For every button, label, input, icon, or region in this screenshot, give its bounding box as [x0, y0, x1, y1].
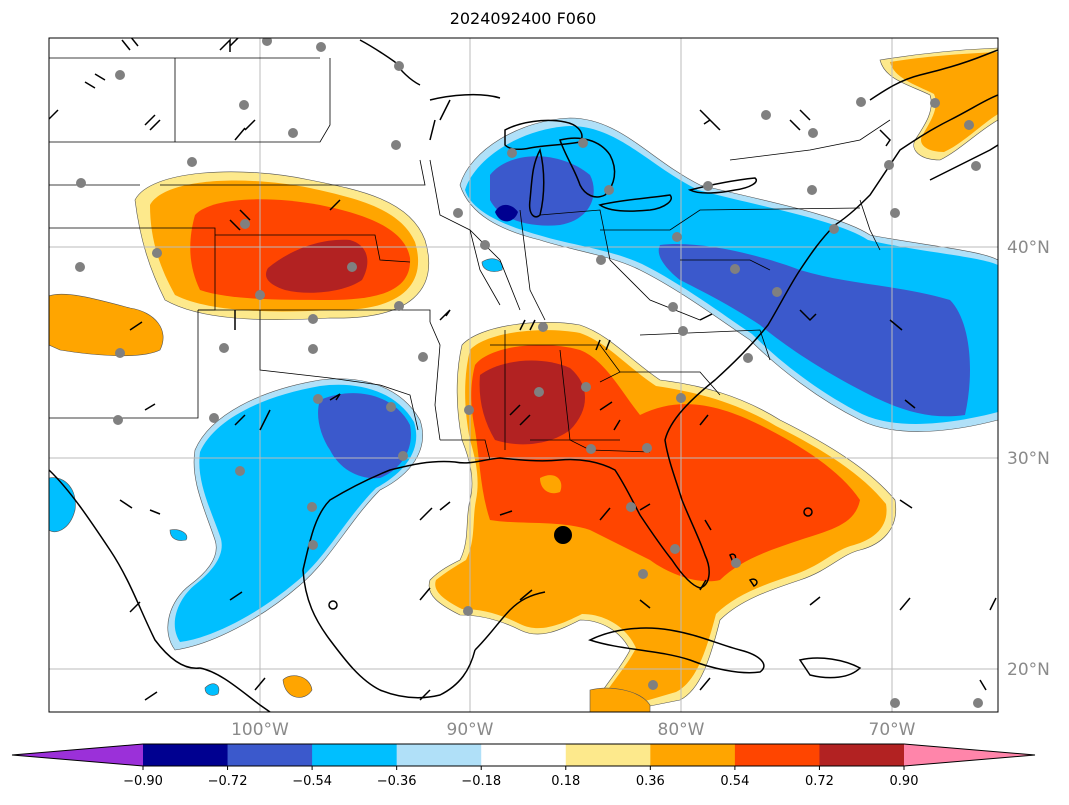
colorbar-segment	[396, 744, 482, 766]
colorbar-segment	[312, 744, 398, 766]
colorbar: −0.90 −0.72 −0.54 −0.36 −0.18 0.18 0.36 0.54 0.7…	[11, 743, 1036, 789]
colorbar-segment	[734, 744, 820, 766]
colorbar-segment	[143, 744, 229, 766]
colorbar-tick-label: −0.90	[123, 774, 163, 789]
colorbar-extend-low	[12, 744, 143, 766]
colorbar-tick-label: 0.90	[890, 774, 919, 789]
colorbar-tick-label: 0.54	[720, 774, 749, 789]
lat-label-40n: 40°N	[1007, 238, 1050, 258]
map-title: 2024092400 F060	[449, 9, 597, 28]
colorbar-tick-label: −0.54	[292, 774, 332, 789]
map-gridlines	[49, 38, 998, 712]
map-plot-area	[49, 38, 998, 712]
colorbar-segment	[650, 744, 736, 766]
colorbar-extend-high	[904, 744, 1035, 766]
colorbar-tick-label: 0.72	[805, 774, 834, 789]
colorbar-tick-label: −0.18	[461, 774, 501, 789]
colorbar-tick-label: −0.36	[377, 774, 417, 789]
colorbar-segment	[227, 744, 313, 766]
colorbar-tick-label: 0.36	[636, 774, 665, 789]
colorbar-tick-label: −0.72	[208, 774, 248, 789]
colorbar-segment	[819, 744, 905, 766]
lat-label-30n: 30°N	[1007, 449, 1050, 469]
state-borders	[49, 57, 891, 461]
colorbar-segment	[481, 744, 567, 766]
colorbar-segment	[565, 744, 651, 766]
storm-center-marker	[554, 526, 572, 544]
colorbar-tick-label: 0.18	[551, 774, 580, 789]
anomaly-fill-layer	[49, 47, 998, 712]
lon-label-80w: 80°W	[658, 720, 705, 740]
station-markers	[75, 38, 983, 708]
lat-label-20n: 20°N	[1007, 660, 1050, 680]
map-frame	[48, 37, 999, 713]
wind-barbs	[49, 38, 997, 701]
lon-label-100w: 100°W	[231, 720, 289, 740]
lon-label-90w: 90°W	[447, 720, 494, 740]
lon-label-70w: 70°W	[869, 720, 916, 740]
